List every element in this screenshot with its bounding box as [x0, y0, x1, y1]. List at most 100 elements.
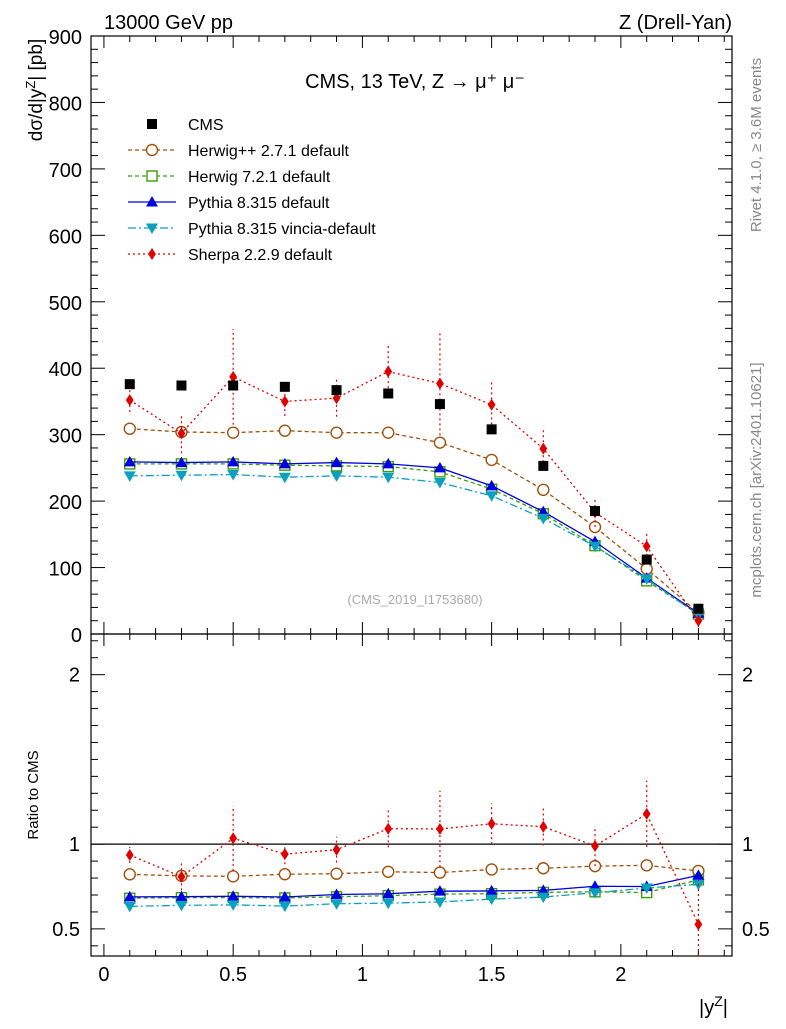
ratio-line-herwig-7-2-1-default	[129, 879, 699, 899]
ratio-point-sherpa-2-2-9-default	[384, 822, 393, 835]
y-axis-label: dσ/d|yZ| [pb]	[23, 39, 48, 141]
data-point-cms	[486, 424, 497, 435]
ratio-point-sherpa-2-2-9-default	[642, 807, 651, 820]
ratio-point-sherpa-2-2-9-default	[694, 918, 703, 931]
x-tick-label: 2	[615, 964, 626, 986]
point-pythia-8-315-vincia-default	[278, 472, 291, 484]
ratio-point-pythia-8-315-vincia-default	[485, 894, 498, 906]
ratio-point-pythia-8-315-default	[330, 888, 343, 899]
point-sherpa-2-2-9-default	[384, 365, 393, 378]
legend-label: CMS	[188, 117, 224, 134]
point-sherpa-2-2-9-default	[642, 540, 651, 553]
y-tick-label: 100	[49, 559, 82, 581]
point-pythia-8-315-vincia-default	[433, 478, 446, 489]
ratio-point-pythia-8-315-default	[692, 869, 705, 880]
point-pythia-8-315-vincia-default	[589, 541, 602, 553]
ratio-point-pythia-8-315-default	[227, 890, 240, 901]
point-pythia-8-315-vincia-default	[227, 470, 240, 481]
point-pythia-8-315-vincia-default	[123, 471, 136, 482]
axes-ticks: 0 0.5 1 1.5 2 0 100 200 300 400 500 600 700 800 900 0.5…	[49, 27, 770, 986]
legend-label: Herwig++ 2.7.1 default	[188, 143, 350, 160]
legend-marker	[146, 170, 158, 182]
ratio-point-sherpa-2-2-9-default	[487, 817, 496, 830]
ratio-point-sherpa-2-2-9-default	[332, 843, 341, 856]
ratio-point-pythia-8-315-vincia-default	[278, 901, 291, 913]
ratio-point-pythia-8-315-vincia-default	[589, 888, 602, 899]
point-pythia-8-315-vincia-default	[537, 513, 550, 525]
ratio-point-pythia-8-315-default	[175, 890, 188, 902]
ratio-point-herwig-2-7-1-default	[330, 867, 343, 880]
data-point-cms	[124, 379, 135, 390]
data-point-cms	[693, 603, 704, 614]
ratio-point-herwig-2-7-1-default	[278, 868, 292, 881]
analysis-tag: (CMS_2019_I1753680)	[347, 592, 482, 607]
header-analysis-label: Z (Drell-Yan)	[619, 12, 732, 34]
ratio-point-herwig-2-7-1-default	[382, 865, 395, 878]
ratio-y-axis-label: Ratio to CMS	[25, 750, 42, 839]
ratio-point-herwig-2-7-1-default	[433, 866, 447, 879]
ratio-tick-label: 0.5	[52, 919, 80, 941]
ratio-point-pythia-8-315-vincia-default	[123, 901, 136, 913]
ratio-tick-label-right: 1	[742, 834, 753, 856]
point-sherpa-2-2-9-default	[280, 395, 289, 408]
data-point-cms	[279, 381, 290, 392]
point-pythia-8-315-default	[227, 455, 240, 467]
data-point-cms	[383, 388, 394, 399]
x-tick-label: 1.5	[478, 964, 506, 986]
point-sherpa-2-2-9-default	[229, 370, 238, 383]
series-line-pythia-8-315-vincia-default	[129, 473, 699, 616]
point-sherpa-2-2-9-default	[694, 614, 703, 627]
ratio-point-pythia-8-315-vincia-default	[640, 883, 653, 895]
y-tick-label: 200	[49, 492, 82, 514]
legend-label: Pythia 8.315 vincia-default	[188, 221, 376, 238]
point-sherpa-2-2-9-default	[539, 442, 548, 455]
ratio-point-herwig-2-7-1-default	[537, 862, 550, 875]
point-sherpa-2-2-9-default	[487, 398, 496, 411]
x-tick-label: 1	[357, 964, 368, 986]
point-herwig-2-7-1-default	[382, 426, 395, 439]
ratio-series-group	[123, 780, 705, 956]
ratio-point-herwig-2-7-1-default	[123, 868, 136, 881]
legend-marker	[147, 119, 157, 129]
point-pythia-8-315-vincia-default	[485, 491, 498, 502]
y-tick-label: 800	[49, 93, 82, 115]
ratio-point-pythia-8-315-default	[433, 885, 446, 896]
point-pythia-8-315-default	[537, 505, 550, 517]
ratio-tick-label-right: 2	[742, 665, 753, 687]
point-herwig-2-7-1-default	[226, 426, 240, 439]
x-tick-label: 0	[98, 964, 109, 986]
ratio-point-sherpa-2-2-9-default	[280, 848, 289, 861]
y-tick-label: 900	[49, 27, 82, 49]
point-pythia-8-315-default	[175, 456, 188, 468]
ratio-point-pythia-8-315-default	[537, 884, 550, 895]
point-herwig-2-7-1-default	[537, 483, 550, 497]
x-axis-label: |yZ|	[699, 993, 728, 1019]
y-tick-label: 400	[49, 359, 82, 381]
ratio-point-pythia-8-315-default	[382, 887, 395, 899]
point-pythia-8-315-default	[382, 457, 395, 469]
ratio-point-sherpa-2-2-9-default	[591, 839, 599, 852]
series-line-pythia-8-315-default	[129, 461, 699, 614]
ratio-point-pythia-8-315-default	[589, 880, 602, 891]
point-pythia-8-315-default	[330, 456, 343, 468]
y-tick-label: 300	[49, 426, 82, 448]
ratio-point-pythia-8-315-vincia-default	[330, 899, 343, 910]
ratio-point-sherpa-2-2-9-default	[539, 820, 548, 833]
data-point-cms	[228, 380, 239, 391]
data-point-cms	[434, 399, 445, 410]
point-sherpa-2-2-9-default	[436, 377, 444, 390]
rivet-version-label: Rivet 4.1.0, ≥ 3.6M events	[748, 58, 765, 232]
ratio-point-pythia-8-315-default	[123, 890, 136, 902]
point-sherpa-2-2-9-default	[177, 427, 186, 440]
series-line-herwig-7-2-1-default	[129, 463, 699, 615]
data-point-cms	[538, 460, 549, 471]
point-pythia-8-315-default	[278, 457, 291, 469]
series-line-herwig-2-7-1-default	[129, 428, 699, 614]
point-pythia-8-315-vincia-default	[175, 470, 188, 482]
ratio-point-herwig-2-7-1-default	[485, 863, 498, 876]
ratio-tick-label: 2	[69, 665, 80, 687]
data-point-cms	[641, 554, 652, 565]
mcplots-label: mcplots.cern.ch [arXiv:2401.10621]	[748, 362, 765, 597]
data-point-cms	[176, 380, 187, 391]
ratio-point-pythia-8-315-vincia-default	[175, 900, 188, 912]
